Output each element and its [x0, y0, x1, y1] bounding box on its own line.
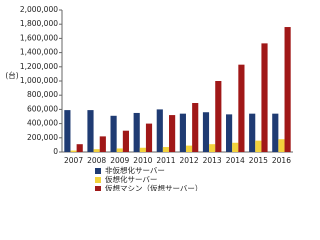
- bar: [139, 147, 146, 152]
- x-tick-label: 2012: [180, 156, 199, 165]
- legend-swatch: [95, 168, 101, 174]
- x-tick-label: 2008: [87, 156, 106, 165]
- bar: [272, 113, 279, 152]
- bar: [133, 112, 140, 152]
- y-tick-label: 400,000: [27, 119, 58, 128]
- bar: [238, 64, 245, 152]
- y-axis-label: (台): [5, 70, 18, 80]
- x-tick-label: 2007: [64, 156, 83, 165]
- bar: [156, 109, 163, 152]
- y-tick-label: 1,400,000: [20, 48, 58, 57]
- bar: [278, 139, 285, 152]
- bar: [116, 148, 123, 152]
- y-tick-label: 1,800,000: [20, 19, 58, 28]
- bar: [249, 113, 256, 152]
- bar: [169, 115, 176, 152]
- bar: [110, 115, 117, 152]
- bar: [202, 112, 210, 152]
- legend-swatch: [95, 186, 101, 191]
- bar: [87, 110, 94, 152]
- legend-label: 非仮想化サーバー: [105, 165, 165, 175]
- bar: [93, 149, 100, 152]
- y-tick-label: 800,000: [27, 90, 58, 99]
- bar: [99, 136, 106, 152]
- bar: [226, 114, 233, 152]
- y-tick-label: 1,000,000: [20, 76, 58, 85]
- bar: [284, 27, 291, 152]
- x-tick-label: 2014: [226, 156, 245, 165]
- y-tick-label: 1,600,000: [20, 33, 58, 42]
- y-tick-label: 2,000,000: [20, 5, 58, 14]
- bar: [76, 144, 83, 152]
- y-tick-label: 1,200,000: [20, 62, 58, 71]
- bar: [192, 103, 199, 152]
- x-tick-label: 2011: [156, 156, 175, 165]
- bar: [209, 144, 216, 152]
- bar: [232, 142, 239, 152]
- bar: [70, 150, 77, 152]
- x-tick-label: 2015: [249, 156, 268, 165]
- y-tick-label: 600,000: [27, 104, 58, 113]
- bar: [255, 140, 262, 152]
- bar: [215, 81, 222, 152]
- bar: [261, 43, 268, 153]
- x-tick-label: 2016: [272, 156, 291, 165]
- chart: (台) 0 200,000 400,000 600,000 800,000 1,000,0…: [5, 5, 293, 191]
- bar: [145, 123, 153, 152]
- legend-label: 仮想化サーバー: [105, 174, 157, 184]
- legend-swatch: [95, 177, 101, 183]
- y-tick-label: 0: [53, 147, 58, 156]
- bar: [162, 147, 170, 152]
- bar: [64, 110, 71, 152]
- y-tick-label: 200,000: [27, 133, 58, 142]
- bar: [122, 130, 129, 152]
- x-tick-label: 2009: [110, 156, 129, 165]
- legend-label: 仮想マシン（仮想サーバー）: [105, 183, 202, 191]
- bar: [179, 113, 186, 152]
- x-tick-label: 2013: [203, 156, 222, 165]
- bar: [185, 145, 193, 152]
- x-tick-label: 2010: [133, 156, 152, 165]
